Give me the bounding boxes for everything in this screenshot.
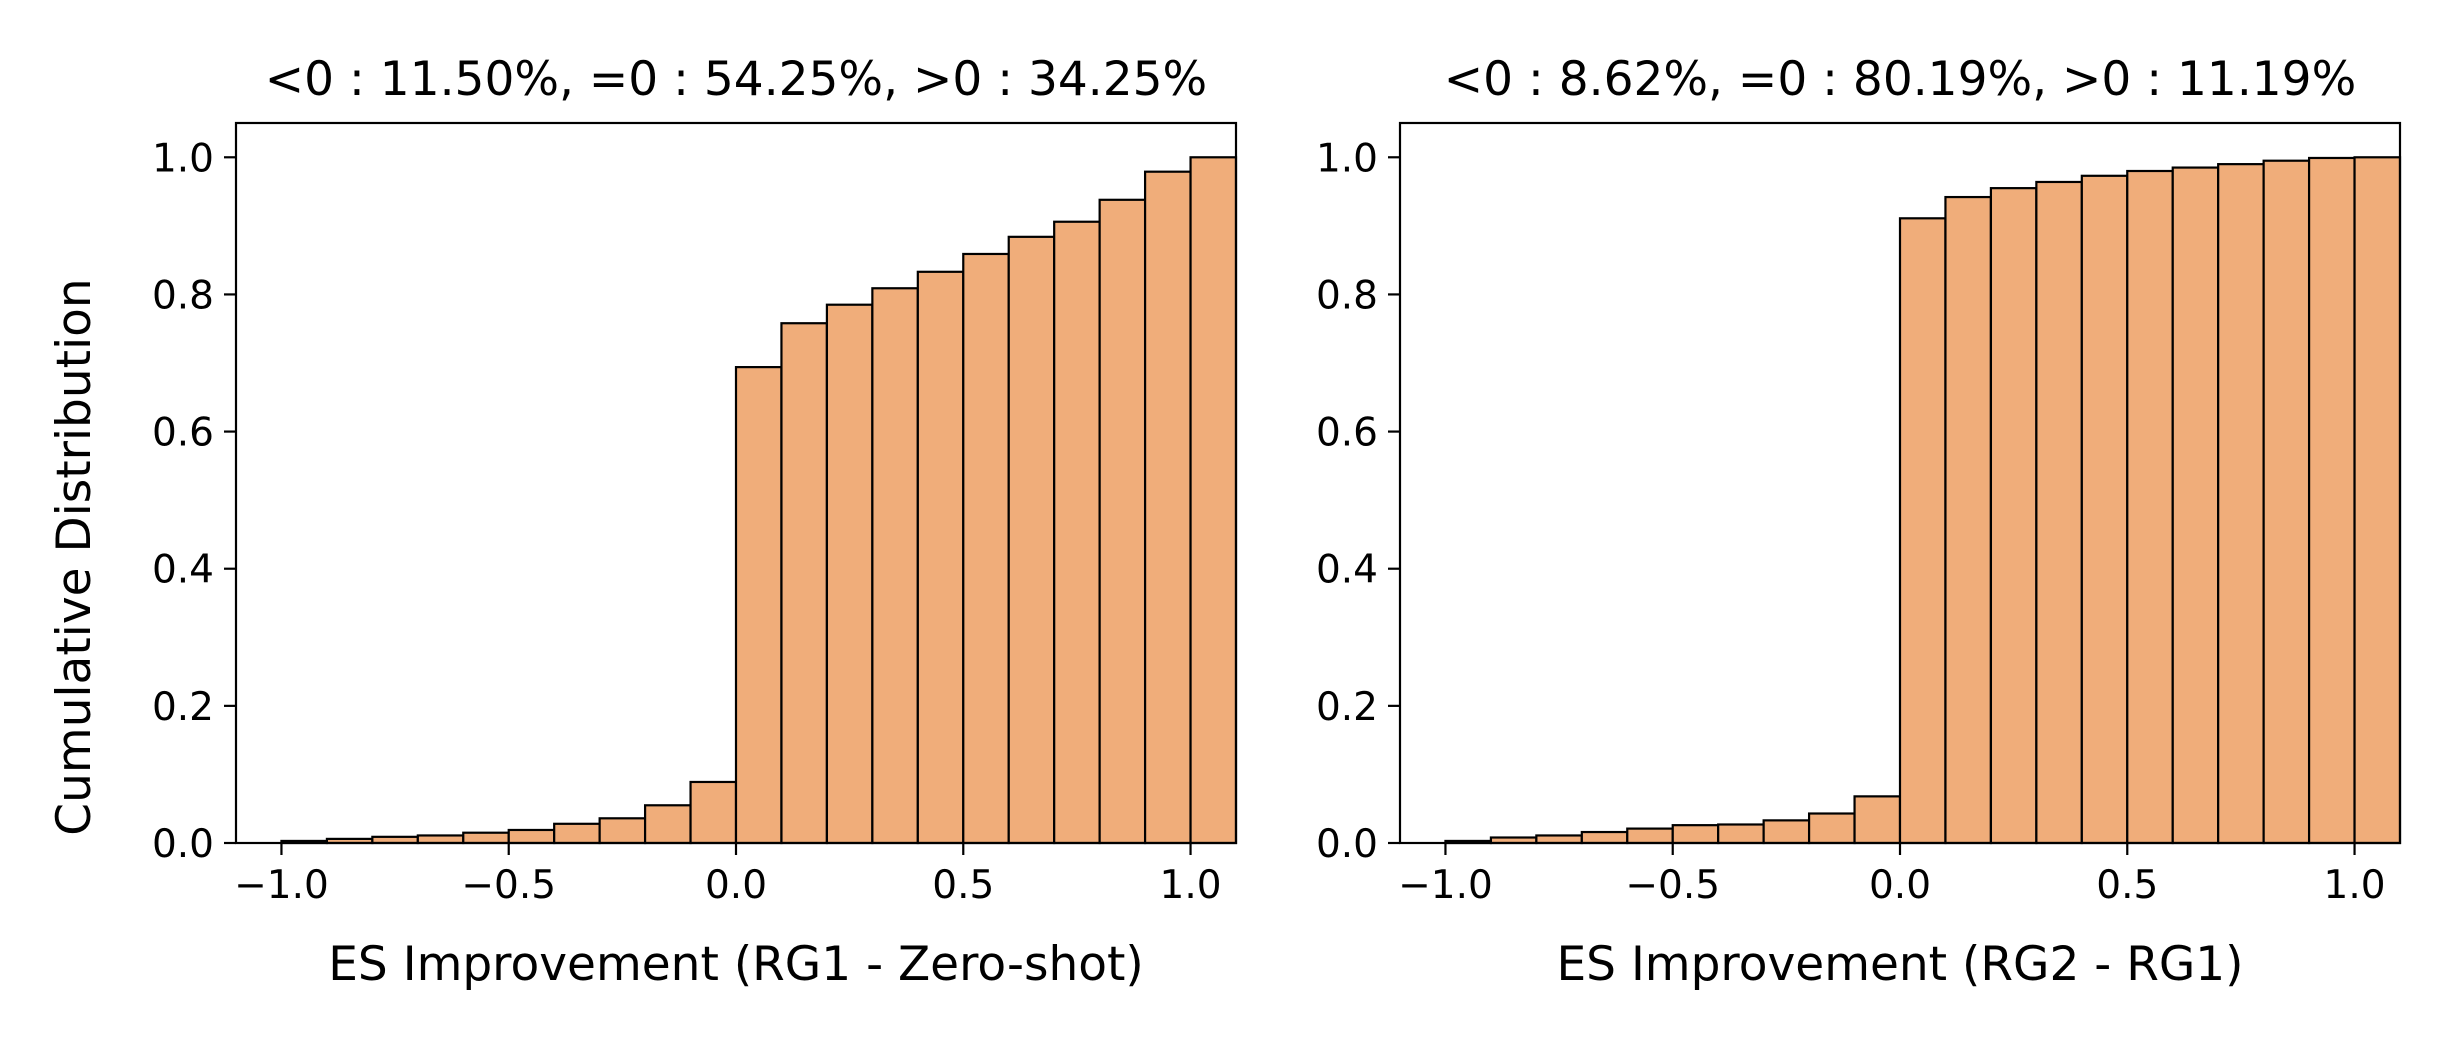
right-bar-9	[1853, 795, 1902, 845]
left-bar-13	[871, 287, 919, 845]
left-bar-7	[598, 817, 647, 845]
right-x-tick-label-0: −1.0	[1398, 863, 1493, 908]
y-axis-label: Cumulative Distribution	[47, 278, 102, 835]
left-y-tick-label-1: 0.2	[152, 685, 214, 730]
left-y-tick-label-0: 0.0	[152, 822, 214, 867]
left-y-tick-label-5: 1.0	[152, 136, 214, 181]
right-bar-2	[1535, 834, 1583, 845]
left-bar-10	[734, 366, 783, 845]
left-y-tick-label-2: 0.4	[152, 548, 214, 593]
left-bar-8	[643, 804, 692, 845]
right-x-axis-label: ES Improvement (RG2 - RG1)	[1556, 937, 2243, 992]
left-bar-3	[416, 834, 465, 845]
left-bar-9	[689, 780, 738, 845]
right-x-tick-label-4: 1.0	[2324, 863, 2386, 908]
left-y-tick-label-3: 0.6	[152, 411, 214, 456]
right-bar-3	[1580, 830, 1629, 845]
left-bar-5	[507, 828, 556, 845]
right-bar-20	[2353, 156, 2402, 845]
right-bar-12	[1989, 187, 2038, 845]
left-bar-14	[916, 270, 965, 845]
right-y-tick-label-3: 0.6	[1316, 411, 1378, 456]
right-bar-5	[1671, 824, 1720, 845]
left-x-tick-label-2: 0.0	[705, 863, 767, 908]
left-x-tick-label-1: −0.5	[461, 863, 556, 908]
left-y-tick-label-4: 0.8	[152, 273, 214, 318]
right-bar-7	[1762, 819, 1811, 845]
left-bar-11	[780, 322, 829, 845]
left-chart-title: <0 : 11.50%, =0 : 54.25%, >0 : 34.25%	[265, 52, 1207, 107]
left-bar-6	[553, 822, 601, 845]
left-bar-18	[1098, 198, 1147, 845]
right-bar-16	[2171, 166, 2220, 845]
right-x-tick-label-2: 0.0	[1869, 863, 1931, 908]
right-bar-13	[2035, 180, 2083, 845]
right-y-tick-label-0: 0.0	[1316, 822, 1378, 867]
left-bar-17	[1053, 220, 1101, 845]
right-x-tick-label-1: −0.5	[1625, 863, 1720, 908]
left-x-axis-label: ES Improvement (RG1 - Zero-shot)	[328, 937, 1144, 992]
left-bar-12	[825, 303, 874, 845]
left-x-tick-label-4: 1.0	[1160, 863, 1222, 908]
right-chart-title: <0 : 8.62%, =0 : 80.19%, >0 : 11.19%	[1444, 52, 2356, 107]
right-bar-18	[2262, 159, 2311, 845]
right-bar-19	[2307, 156, 2356, 845]
right-y-tick-label-5: 1.0	[1316, 136, 1378, 181]
right-bar-15	[2126, 169, 2174, 845]
left-bar-15	[962, 252, 1010, 845]
right-y-tick-label-2: 0.4	[1316, 548, 1378, 593]
left-bar-4	[462, 831, 510, 845]
right-x-tick-label-3: 0.5	[2096, 863, 2158, 908]
left-bar-19	[1143, 170, 1192, 845]
right-y-tick-label-1: 0.2	[1316, 685, 1378, 730]
right-bar-10	[1898, 217, 1947, 845]
left-x-tick-label-0: −1.0	[234, 863, 329, 908]
chart-panel-left: −1.0 −0.5 0.0 0.5 1.0 0.0 0.2 0.4 0.6 0.8 1.0 <0 : …	[152, 52, 1238, 992]
left-bar-16	[1007, 235, 1056, 845]
right-bar-4	[1626, 827, 1674, 845]
right-bar-11	[1944, 195, 1992, 845]
left-x-tick-label-3: 0.5	[932, 863, 994, 908]
right-bar-14	[2080, 174, 2129, 845]
right-bar-17	[2217, 163, 2265, 845]
right-y-tick-label-4: 0.8	[1316, 273, 1378, 318]
right-bar-6	[1717, 823, 1765, 845]
left-bar-20	[1189, 156, 1238, 845]
chart-panel-right: −1.0 −0.5 0.0 0.5 1.0 0.0 0.2 0.4 0.6 0.8 1.0 <0 : …	[1316, 52, 2402, 992]
right-bar-8	[1807, 812, 1856, 845]
